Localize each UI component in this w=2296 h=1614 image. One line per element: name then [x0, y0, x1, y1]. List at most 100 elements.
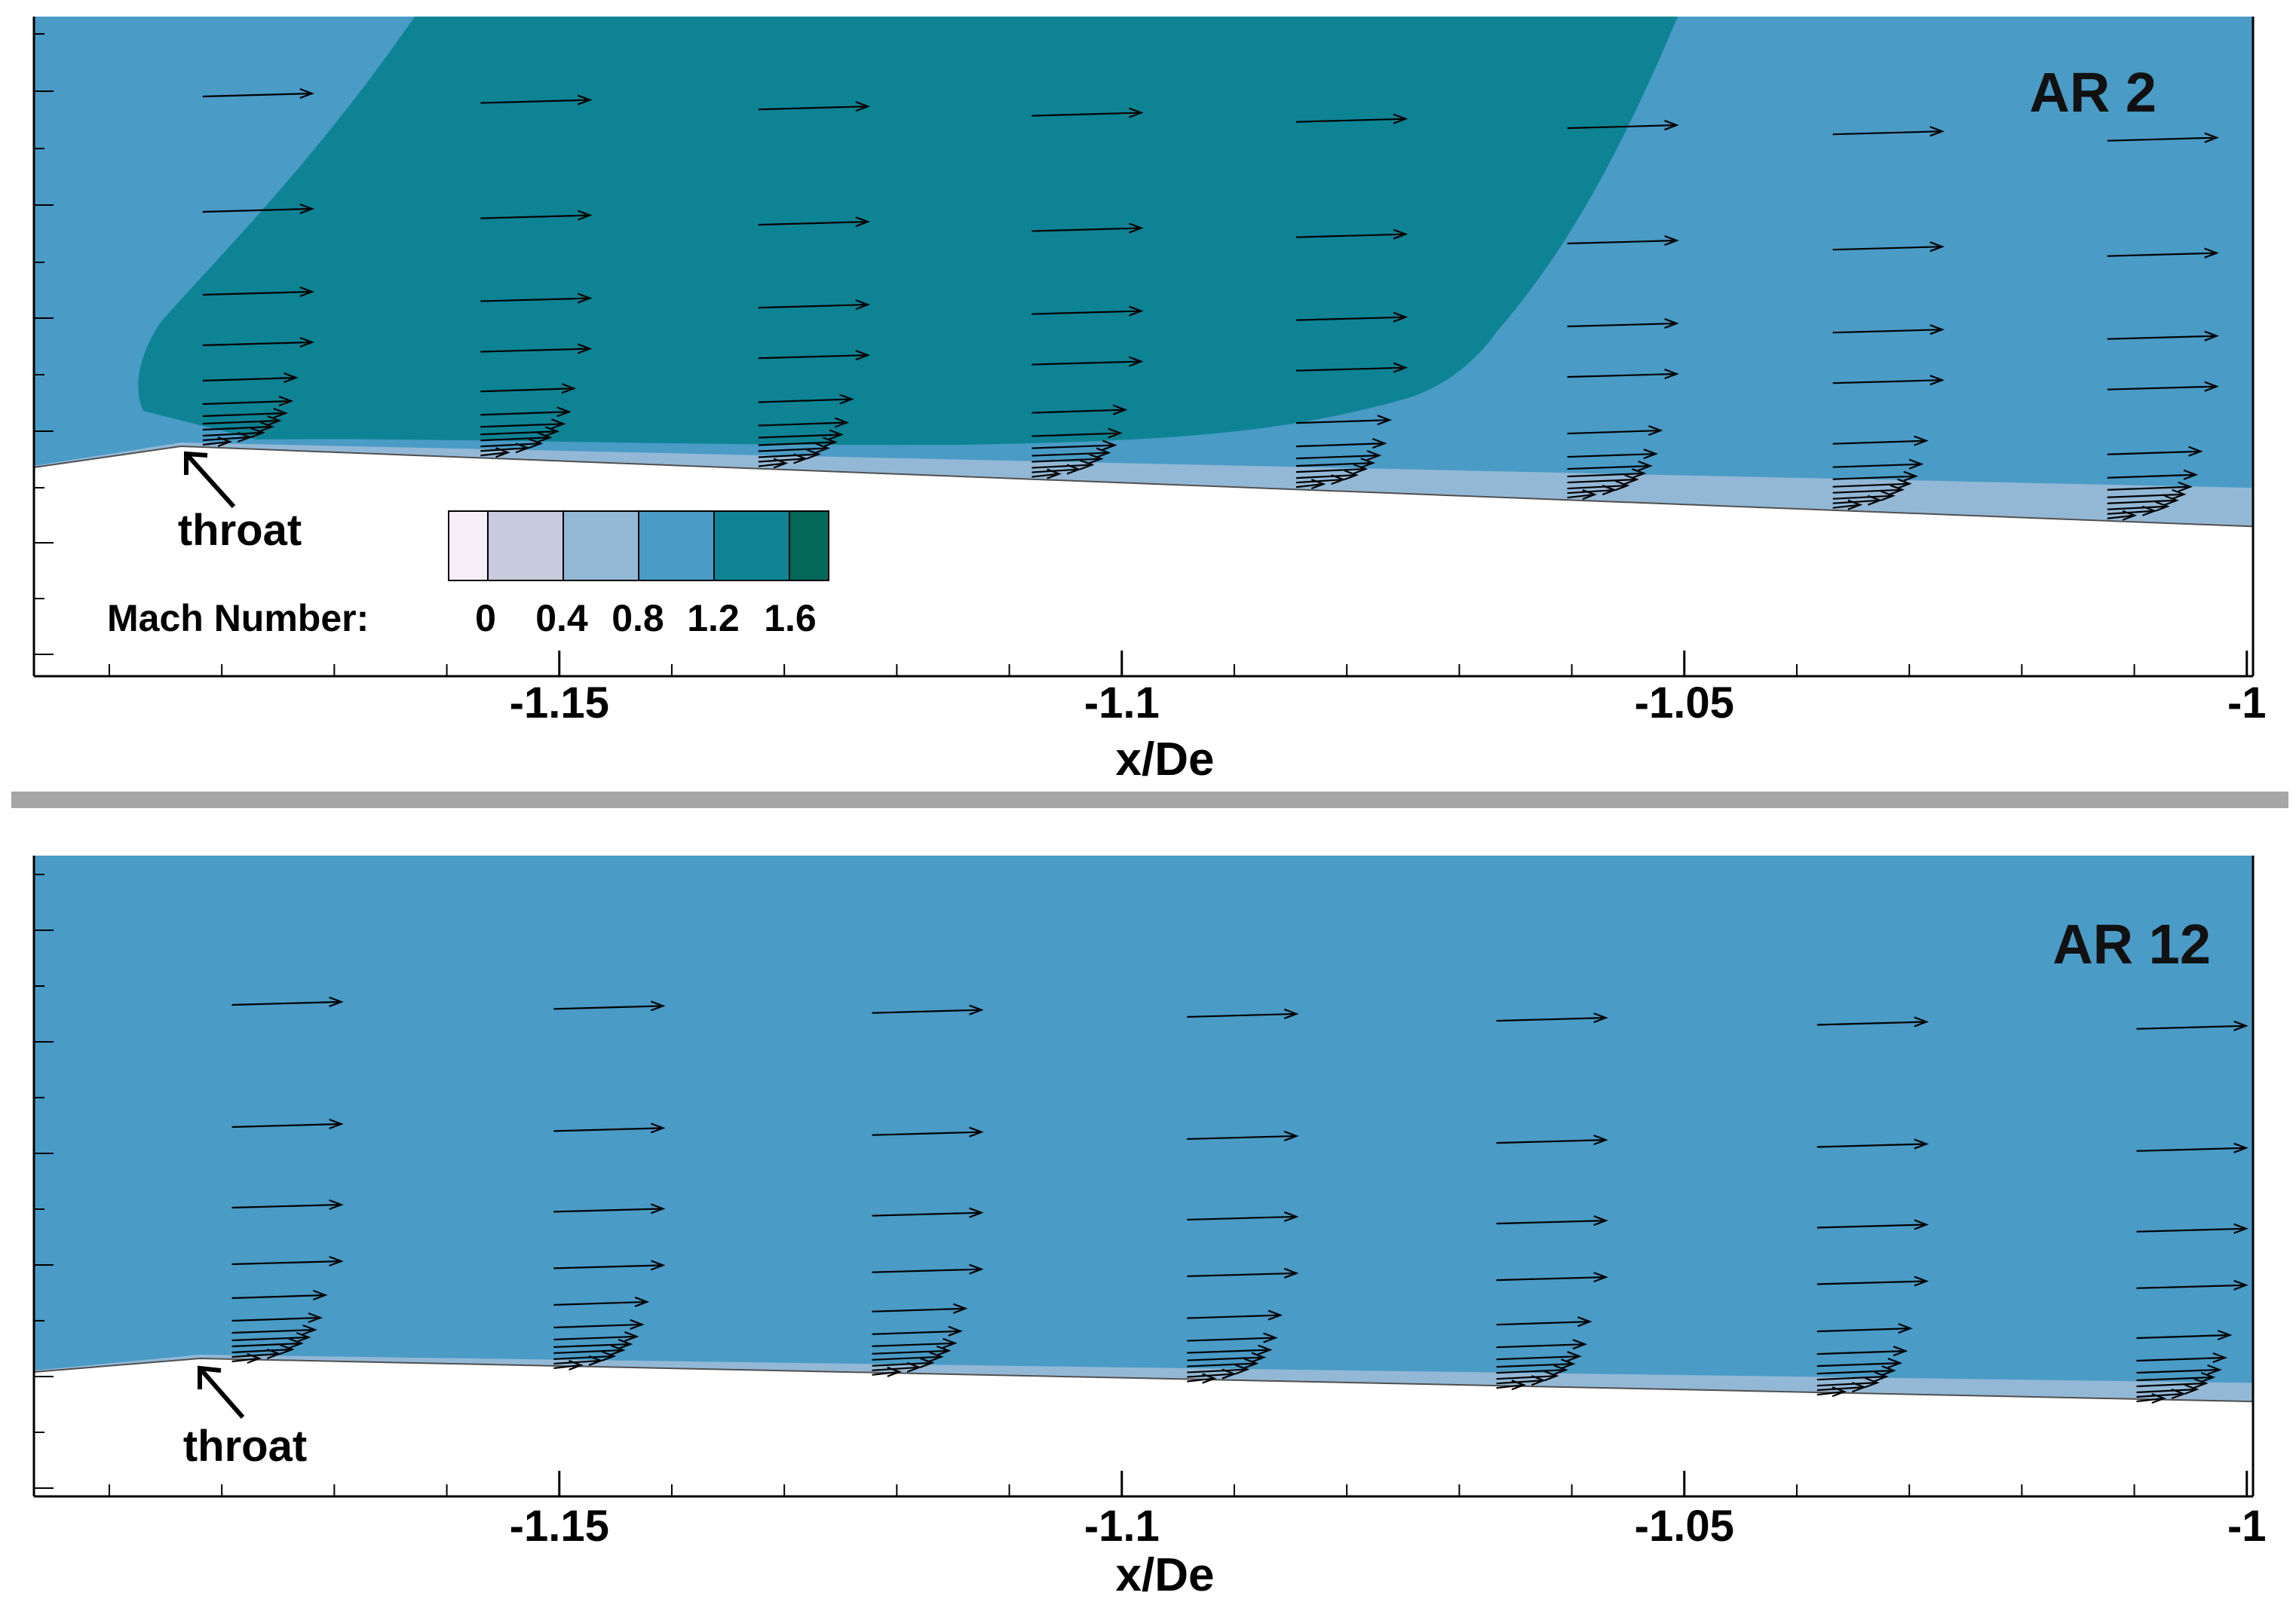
- velocity-vector-head: [299, 286, 314, 298]
- velocity-vector-head: [1577, 1316, 1592, 1328]
- throat-arrow-head: [198, 1365, 222, 1389]
- velocity-vector-head: [2151, 1392, 2166, 1404]
- velocity-vector: [231, 1260, 342, 1266]
- velocity-vector: [1567, 452, 1656, 458]
- velocity-vector: [1816, 1391, 1845, 1396]
- velocity-vector-head: [266, 1348, 282, 1360]
- panel-separator: [11, 792, 2288, 808]
- x-axis-label: x/De: [1116, 733, 1215, 786]
- velocity-vector-head: [969, 1207, 984, 1218]
- velocity-vector-head: [289, 1337, 304, 1349]
- velocity-vector: [553, 1349, 624, 1355]
- velocity-vector: [1496, 1139, 1606, 1144]
- velocity-vector: [872, 1371, 900, 1376]
- velocity-vector: [202, 431, 263, 437]
- velocity-vector-head: [1593, 1272, 1608, 1283]
- velocity-vector: [1187, 1135, 1297, 1141]
- velocity-vector-head: [969, 1126, 984, 1138]
- velocity-vector-head: [1664, 235, 1679, 247]
- velocity-vector-head: [299, 87, 314, 100]
- velocity-vector-head: [855, 350, 870, 361]
- velocity-vector: [1187, 1314, 1281, 1319]
- velocity-vector-head: [1089, 453, 1104, 464]
- velocity-vector: [553, 1005, 664, 1010]
- velocity-vector-head: [1615, 480, 1630, 492]
- velocity-vector-head: [943, 1337, 958, 1349]
- velocity-vector-head: [1898, 1323, 1913, 1334]
- velocity-vector: [553, 1264, 664, 1269]
- x-axis: -1.15 -1.1 -1.05 -1: [34, 856, 2267, 1551]
- velocity-vector: [2107, 136, 2217, 142]
- velocity-vector-head: [2183, 469, 2199, 480]
- velocity-vector-head: [806, 449, 821, 460]
- throat-arrow-shaft: [184, 452, 236, 509]
- velocity-vector: [2107, 450, 2201, 455]
- velocity-vector: [202, 207, 312, 213]
- velocity-vector-head: [577, 94, 593, 106]
- velocity-vector: [1816, 1327, 1911, 1333]
- velocity-vector: [202, 341, 312, 347]
- velocity-vector: [2107, 505, 2168, 510]
- x-axis-label: x/De: [1116, 1549, 1215, 1601]
- mach-legend: Mach Number: 0 0.4 0.8 1.2 1.6: [107, 510, 829, 639]
- velocity-vector: [480, 452, 508, 457]
- velocity-vector: [1496, 1384, 1524, 1389]
- velocity-vector-head: [839, 394, 854, 405]
- velocity-vector: [1496, 1220, 1606, 1225]
- legend-label: Mach Number:: [107, 597, 369, 639]
- velocity-vector-head: [329, 996, 344, 1008]
- velocity-vector: [1567, 124, 1677, 130]
- velocity-vector-head: [936, 1345, 952, 1356]
- velocity-vector: [1496, 1375, 1557, 1380]
- velocity-vector: [231, 1000, 342, 1006]
- velocity-vector: [1295, 443, 1385, 448]
- velocity-vector: [1816, 1349, 1906, 1355]
- velocity-vector-head: [308, 1312, 323, 1324]
- legend-swatch: [448, 510, 489, 581]
- velocity-vector-head: [1283, 1130, 1299, 1141]
- velocity-vector: [2107, 252, 2217, 257]
- velocity-vector: [1567, 322, 1677, 328]
- velocity-vector-head: [1243, 1358, 1259, 1369]
- velocity-vector: [202, 92, 312, 98]
- velocity-vector-head: [267, 415, 282, 427]
- velocity-vector-head: [929, 1351, 944, 1362]
- velocity-vector-head: [1930, 375, 1945, 386]
- velocity-vector-head: [1393, 228, 1409, 240]
- velocity-vector-head: [1903, 470, 1918, 482]
- velocity-vector: [202, 400, 292, 406]
- velocity-vector: [1032, 409, 1126, 414]
- velocity-vector: [202, 440, 231, 446]
- velocity-vector: [2107, 335, 2217, 340]
- velocity-vector-head: [1593, 1215, 1608, 1227]
- velocity-vector-head: [1914, 1219, 1929, 1230]
- x-axis: -1.15 -1.1 -1.05 -1: [34, 17, 2267, 727]
- velocity-vector-head: [969, 1004, 984, 1015]
- velocity-vector: [758, 462, 786, 467]
- velocity-vector-head: [650, 1122, 666, 1134]
- velocity-vector: [1295, 474, 1356, 479]
- velocity-vector: [2136, 1388, 2197, 1394]
- velocity-vector: [231, 1316, 320, 1322]
- velocity-vector-head: [1881, 1365, 1896, 1377]
- y-axis: [32, 856, 54, 1496]
- velocity-vector-head: [855, 299, 870, 311]
- velocity-vector-head: [1393, 311, 1409, 323]
- velocity-vector-head: [610, 1344, 626, 1355]
- velocity-vector-head: [1930, 241, 1945, 253]
- velocity-vector-head: [1047, 468, 1062, 479]
- velocity-vector: [202, 290, 312, 296]
- velocity-vector: [1832, 379, 1942, 384]
- velocity-vector: [1832, 499, 1881, 504]
- velocity-vector: [2136, 1024, 2246, 1030]
- velocity-vector: [2136, 1392, 2184, 1398]
- x-tick-label: -1: [2227, 678, 2267, 727]
- velocity-vectors: [202, 87, 2219, 521]
- legend-swatch: [638, 510, 715, 581]
- velocity-vector-head: [815, 443, 831, 454]
- velocity-vector: [1567, 484, 1628, 490]
- velocity-vector-head: [2204, 132, 2219, 143]
- velocity-vector-head: [1572, 1339, 1588, 1350]
- velocity-vector-head: [2200, 1371, 2216, 1383]
- velocity-vector-head: [1511, 1380, 1526, 1391]
